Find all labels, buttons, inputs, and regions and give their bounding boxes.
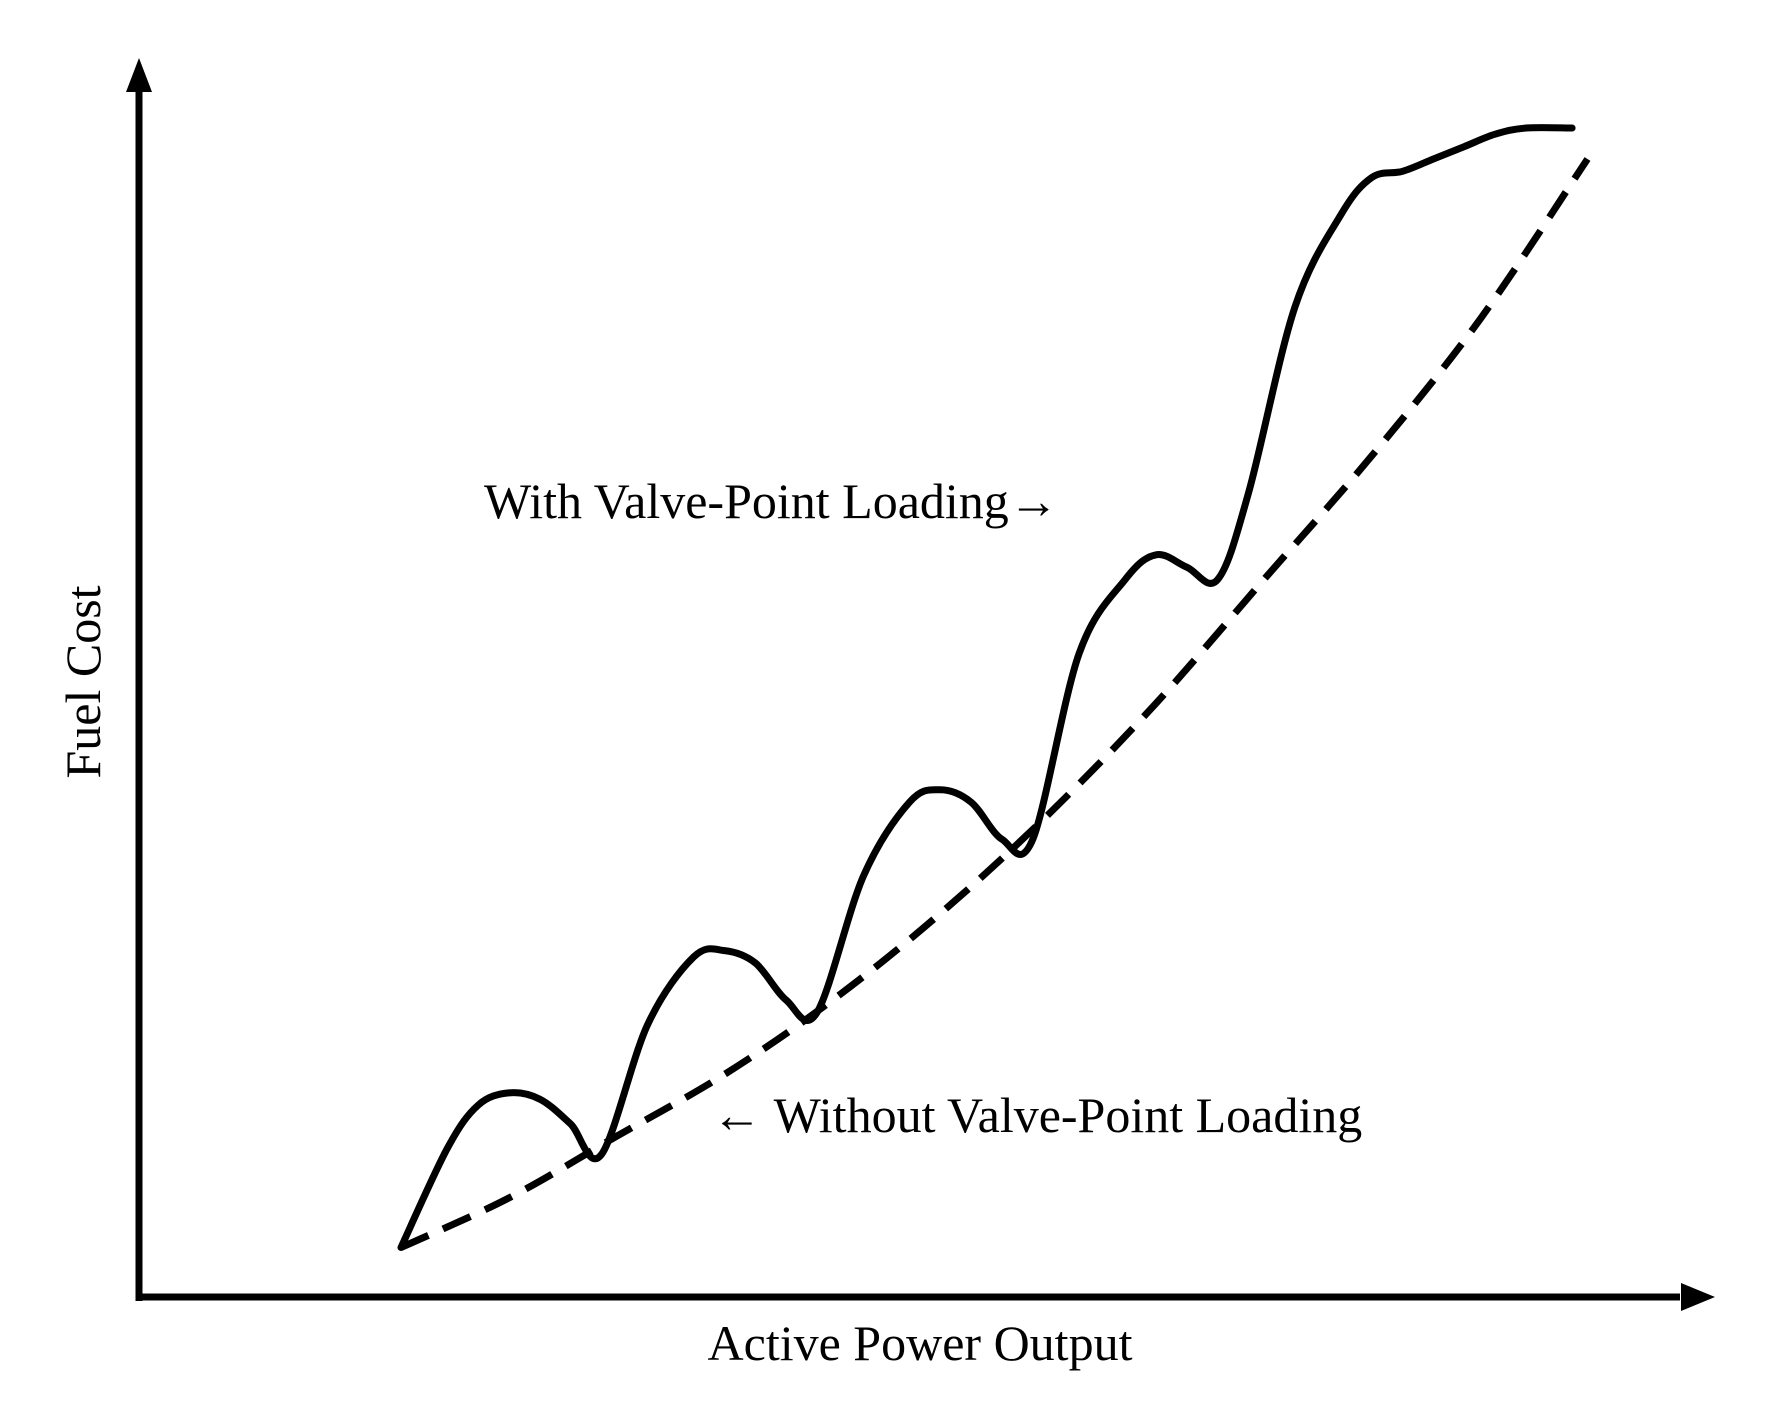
series-layer	[397, 124, 1591, 1251]
series-line-without-valve-point	[399, 157, 1591, 1251]
y-axis-arrow	[126, 58, 152, 92]
axes	[126, 58, 1715, 1311]
annotation-without-valve-point: ← Without Valve-Point Loading	[712, 1087, 1362, 1143]
annotation-with-valve-point: With Valve-Point Loading→	[484, 473, 1059, 529]
y-axis-label: Fuel Cost	[55, 585, 111, 778]
x-axis-arrow	[1681, 1283, 1715, 1311]
x-axis-label: Active Power Output	[708, 1315, 1133, 1371]
series-line-with-valve-point	[397, 124, 1576, 1251]
